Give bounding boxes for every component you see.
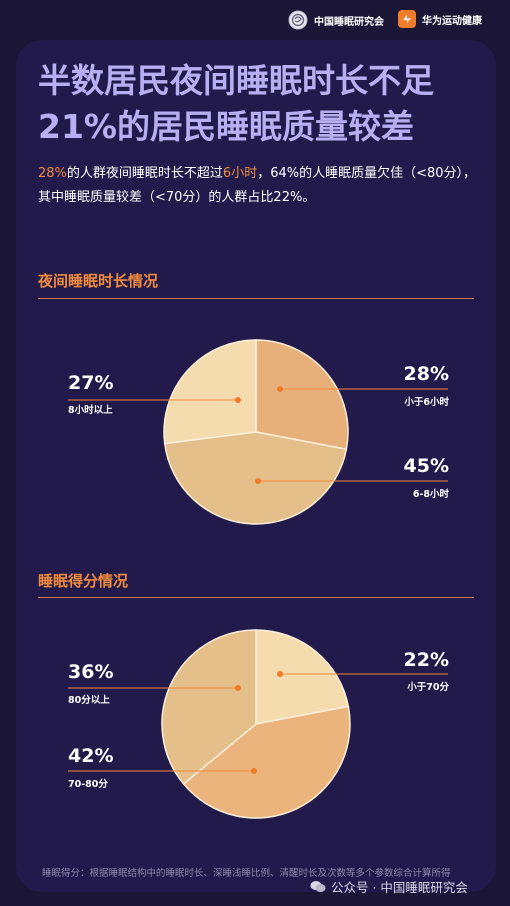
wechat-watermark: 公众号 · 中国睡眠研究会 — [310, 877, 468, 896]
slice-category-label-3: 8小时以上 — [68, 404, 113, 416]
slice-percent-label-1: 22% — [404, 649, 449, 671]
slice-percent-label-2: 42% — [68, 745, 113, 767]
wechat-watermark-text: 公众号 · 中国睡眠研究会 — [331, 880, 468, 895]
headline-line-1: 半数居民夜间睡眠时长不足 — [38, 61, 434, 100]
leader-dot-1 — [277, 671, 283, 677]
slice-percent-label-3: 36% — [68, 661, 113, 683]
pie-chart-sleep-duration: 28% 小于6小时 45% 6-8小时 27% 8小时以上 — [68, 339, 450, 525]
slice-category-label-3: 80分以上 — [68, 694, 110, 706]
huawei-health-logo: 华为运动健康 — [398, 10, 482, 28]
section-title-sleep-score: 睡眠得分情况 — [38, 572, 129, 590]
pie-slice-1 — [255, 629, 350, 725]
leader-dot-3 — [235, 397, 241, 403]
wechat-icon — [310, 881, 326, 892]
intro-highlight-28: 28% — [38, 166, 67, 181]
intro-text-1: 的人群夜间睡眠时长不超过 — [66, 166, 223, 181]
leader-dot-2 — [255, 478, 261, 484]
headline-line-2: 21%的居民睡眠质量较差 — [38, 107, 414, 146]
slice-percent-label-2: 45% — [404, 455, 449, 477]
intro-paragraph: 28%的人群夜间睡眠时长不超过6小时，64%的人睡眠质量欠佳（<80分），其中睡… — [38, 162, 478, 210]
pie-slice-3 — [161, 629, 257, 785]
huawei-health-text: 华为运动健康 — [422, 15, 482, 27]
slice-category-label-2: 70-80分 — [68, 778, 108, 790]
slice-category-label-1: 小于70分 — [406, 681, 449, 693]
csrs-logo: 中国睡眠研究会 — [288, 10, 384, 30]
slice-category-label-1: 小于6小时 — [403, 396, 449, 408]
huawei-health-icon — [398, 10, 416, 28]
section-title-sleep-duration: 夜间睡眠时长情况 — [38, 272, 159, 290]
slice-category-label-2: 6-8小时 — [413, 488, 450, 500]
pie-slice-1 — [255, 339, 349, 451]
leader-dot-1 — [277, 386, 283, 392]
slice-percent-label-1: 28% — [404, 363, 449, 385]
intro-text-2: ，64%的人睡眠质量欠佳（<80分），其中睡眠质量较差（<70分）的人群占比22… — [38, 166, 477, 205]
divider-sleep-score — [38, 597, 474, 598]
top-bar: 中国睡眠研究会 华为运动健康 — [0, 0, 510, 40]
pie-slice-2 — [163, 431, 348, 525]
footnote: 睡眠得分：根据睡眠结构中的睡眠时长、深睡浅睡比例、清醒时长及次数等多个参数综合计… — [42, 868, 451, 879]
divider-sleep-duration — [38, 298, 474, 299]
pie-slice-2 — [182, 705, 351, 819]
pie-slice-3 — [163, 339, 257, 445]
pie-chart-sleep-score: 22% 小于70分 42% 70-80分 36% 80分以上 — [68, 629, 449, 819]
csrs-emblem-icon — [288, 10, 308, 30]
slice-percent-label-3: 27% — [68, 372, 113, 394]
csrs-logo-text: 中国睡眠研究会 — [314, 16, 384, 28]
leader-dot-3 — [235, 685, 241, 691]
leader-dot-2 — [251, 768, 257, 774]
intro-highlight-6h: 6小时 — [222, 166, 258, 181]
